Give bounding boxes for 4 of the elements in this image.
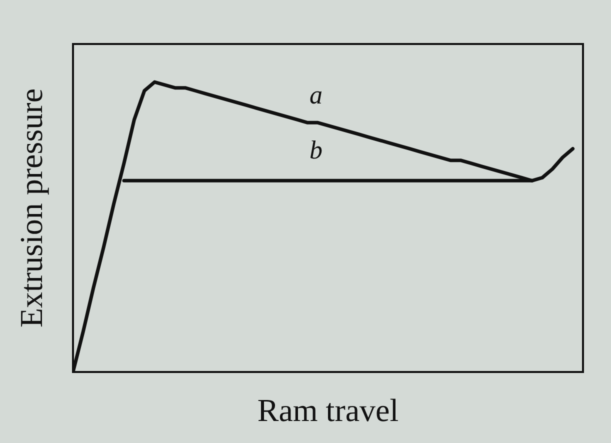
series-label: a [310, 80, 322, 110]
x-axis-title: Ram travel [257, 392, 399, 428]
y-axis-title: Extrusion pressure [13, 88, 49, 328]
series-label: b [310, 136, 322, 165]
